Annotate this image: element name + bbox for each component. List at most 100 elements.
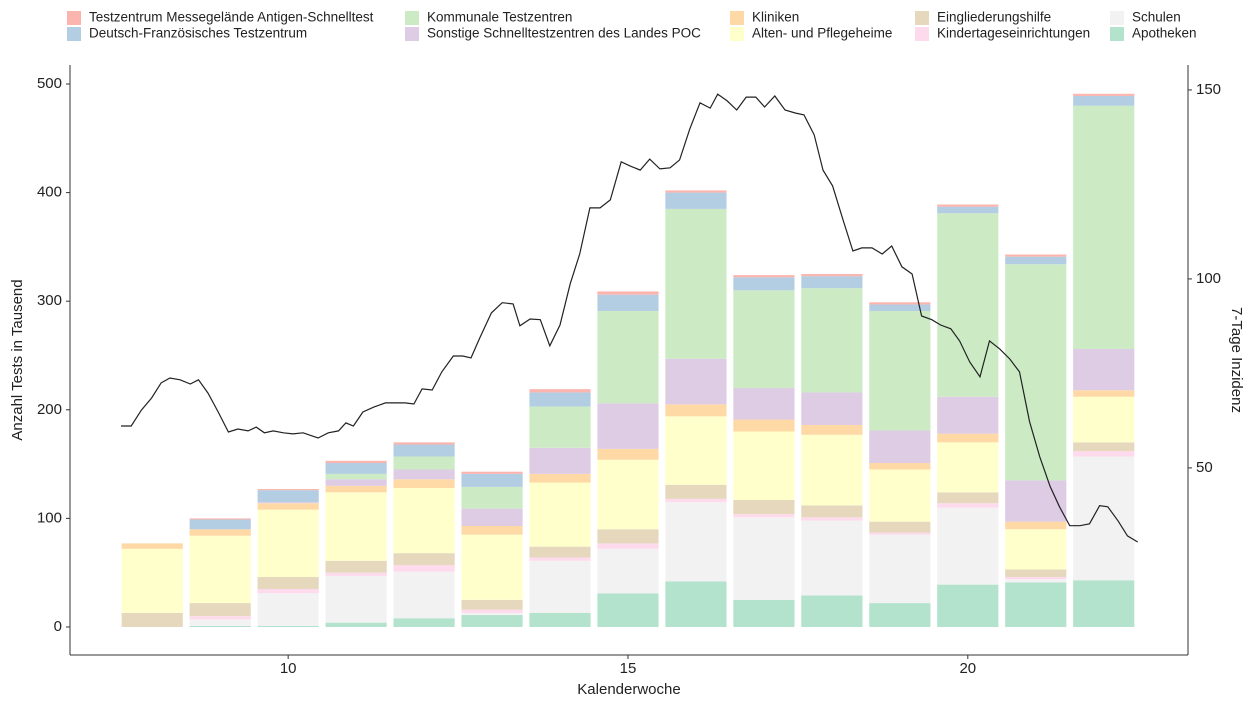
bar-segment (189, 519, 251, 530)
bar-segment (257, 489, 319, 491)
bar-segment (461, 473, 523, 487)
bar-segment (529, 482, 591, 547)
bar-segment (665, 498, 727, 503)
bar-segment (869, 430, 931, 464)
bar-segment (733, 388, 795, 420)
bar-segment (869, 463, 931, 470)
bar-segment (529, 473, 591, 483)
bar-segment (529, 406, 591, 448)
bar-segment (869, 469, 931, 522)
bar-segment (937, 396, 999, 434)
bar-segment (801, 392, 863, 425)
bar-segment (1005, 529, 1067, 570)
bar-segment (1073, 93, 1135, 96)
bar-segment (257, 502, 319, 504)
x-tick-label: 20 (959, 660, 976, 677)
bar-segment (1073, 390, 1135, 397)
bar-segment (393, 565, 455, 572)
bar-segment (665, 192, 727, 209)
bar-segment (189, 529, 251, 536)
bar-segment (1073, 348, 1135, 391)
bar-segment (325, 622, 387, 627)
bar-segment (461, 609, 523, 613)
bar-segment (665, 404, 727, 417)
bar-segment (1005, 582, 1067, 627)
bar-segment (1005, 521, 1067, 530)
bar-segment (257, 593, 319, 626)
bar-segment (393, 444, 455, 457)
bar-segment (937, 492, 999, 504)
bar-segment (325, 492, 387, 561)
bar-segment (937, 433, 999, 443)
bar-segment (325, 572, 387, 576)
bar-segment (529, 546, 591, 558)
bar-segment (529, 560, 591, 613)
bar-segment (937, 204, 999, 207)
bar-segment (529, 392, 591, 407)
bar-segment (257, 490, 319, 503)
bar-segment (597, 459, 659, 530)
bar-segment (189, 625, 251, 627)
bar-segment (529, 447, 591, 474)
bar-segment (1005, 256, 1067, 265)
bar-segment (869, 310, 931, 431)
bar-segment (801, 434, 863, 506)
bar-segment (461, 615, 523, 627)
bar-segment (1073, 451, 1135, 457)
bar-segment (1073, 442, 1135, 452)
bar-segment (869, 302, 931, 305)
bar-segment (325, 575, 387, 623)
y2-tick-label: 100 (1196, 270, 1221, 287)
bar-segment (937, 503, 999, 508)
y-tick-label: 400 (37, 184, 62, 201)
bar-segment (801, 424, 863, 435)
bar-segment (597, 403, 659, 449)
bar-segment (121, 543, 183, 549)
bar-segment (869, 521, 931, 533)
bar-segment (801, 274, 863, 277)
bar-segment (733, 517, 795, 600)
bar-segment (801, 520, 863, 596)
bar-segment (597, 448, 659, 460)
bar-segment (325, 560, 387, 573)
bar-segment (801, 276, 863, 289)
bar-segment (325, 473, 387, 480)
bar-segment (665, 416, 727, 485)
bar-segment (733, 599, 795, 627)
bar-segment (1073, 95, 1135, 106)
bar-segment (461, 508, 523, 526)
bar-segment (189, 535, 251, 604)
bar-segment (529, 389, 591, 393)
bar-segment (869, 304, 931, 311)
legend-label: Kliniken (752, 10, 799, 25)
bar-segment (189, 616, 251, 620)
bar-segment (461, 525, 523, 535)
legend-label: Testzentrum Messegelände Antigen-Schnell… (89, 10, 374, 25)
bar-segment (257, 588, 319, 594)
bar-segment (665, 208, 727, 359)
bar-segment (1073, 105, 1135, 349)
bar-segment (937, 507, 999, 585)
bar-segment (665, 484, 727, 499)
y2-tick-label: 150 (1196, 81, 1221, 98)
bar-segment (461, 599, 523, 610)
bar-segment (597, 294, 659, 311)
bar-segment (257, 509, 319, 578)
bar-segment (733, 499, 795, 515)
bar-segment (801, 288, 863, 393)
bar-segment (121, 612, 183, 627)
legend-swatch (405, 11, 419, 25)
bar-segment (597, 548, 659, 594)
legend-swatch (1110, 11, 1124, 25)
bar-segment (529, 557, 591, 561)
legend-swatch (405, 27, 419, 41)
bar-segment (325, 485, 387, 493)
legend-swatch (67, 11, 81, 25)
bar-segment (665, 581, 727, 627)
legend-label: Kindertageseinrichtungen (937, 26, 1090, 41)
bar-segment (1005, 577, 1067, 580)
y2-tick-label: 50 (1196, 459, 1213, 476)
legend-label: Sonstige Schnelltestzentren des Landes P… (427, 26, 701, 41)
bar-segment (733, 275, 795, 278)
